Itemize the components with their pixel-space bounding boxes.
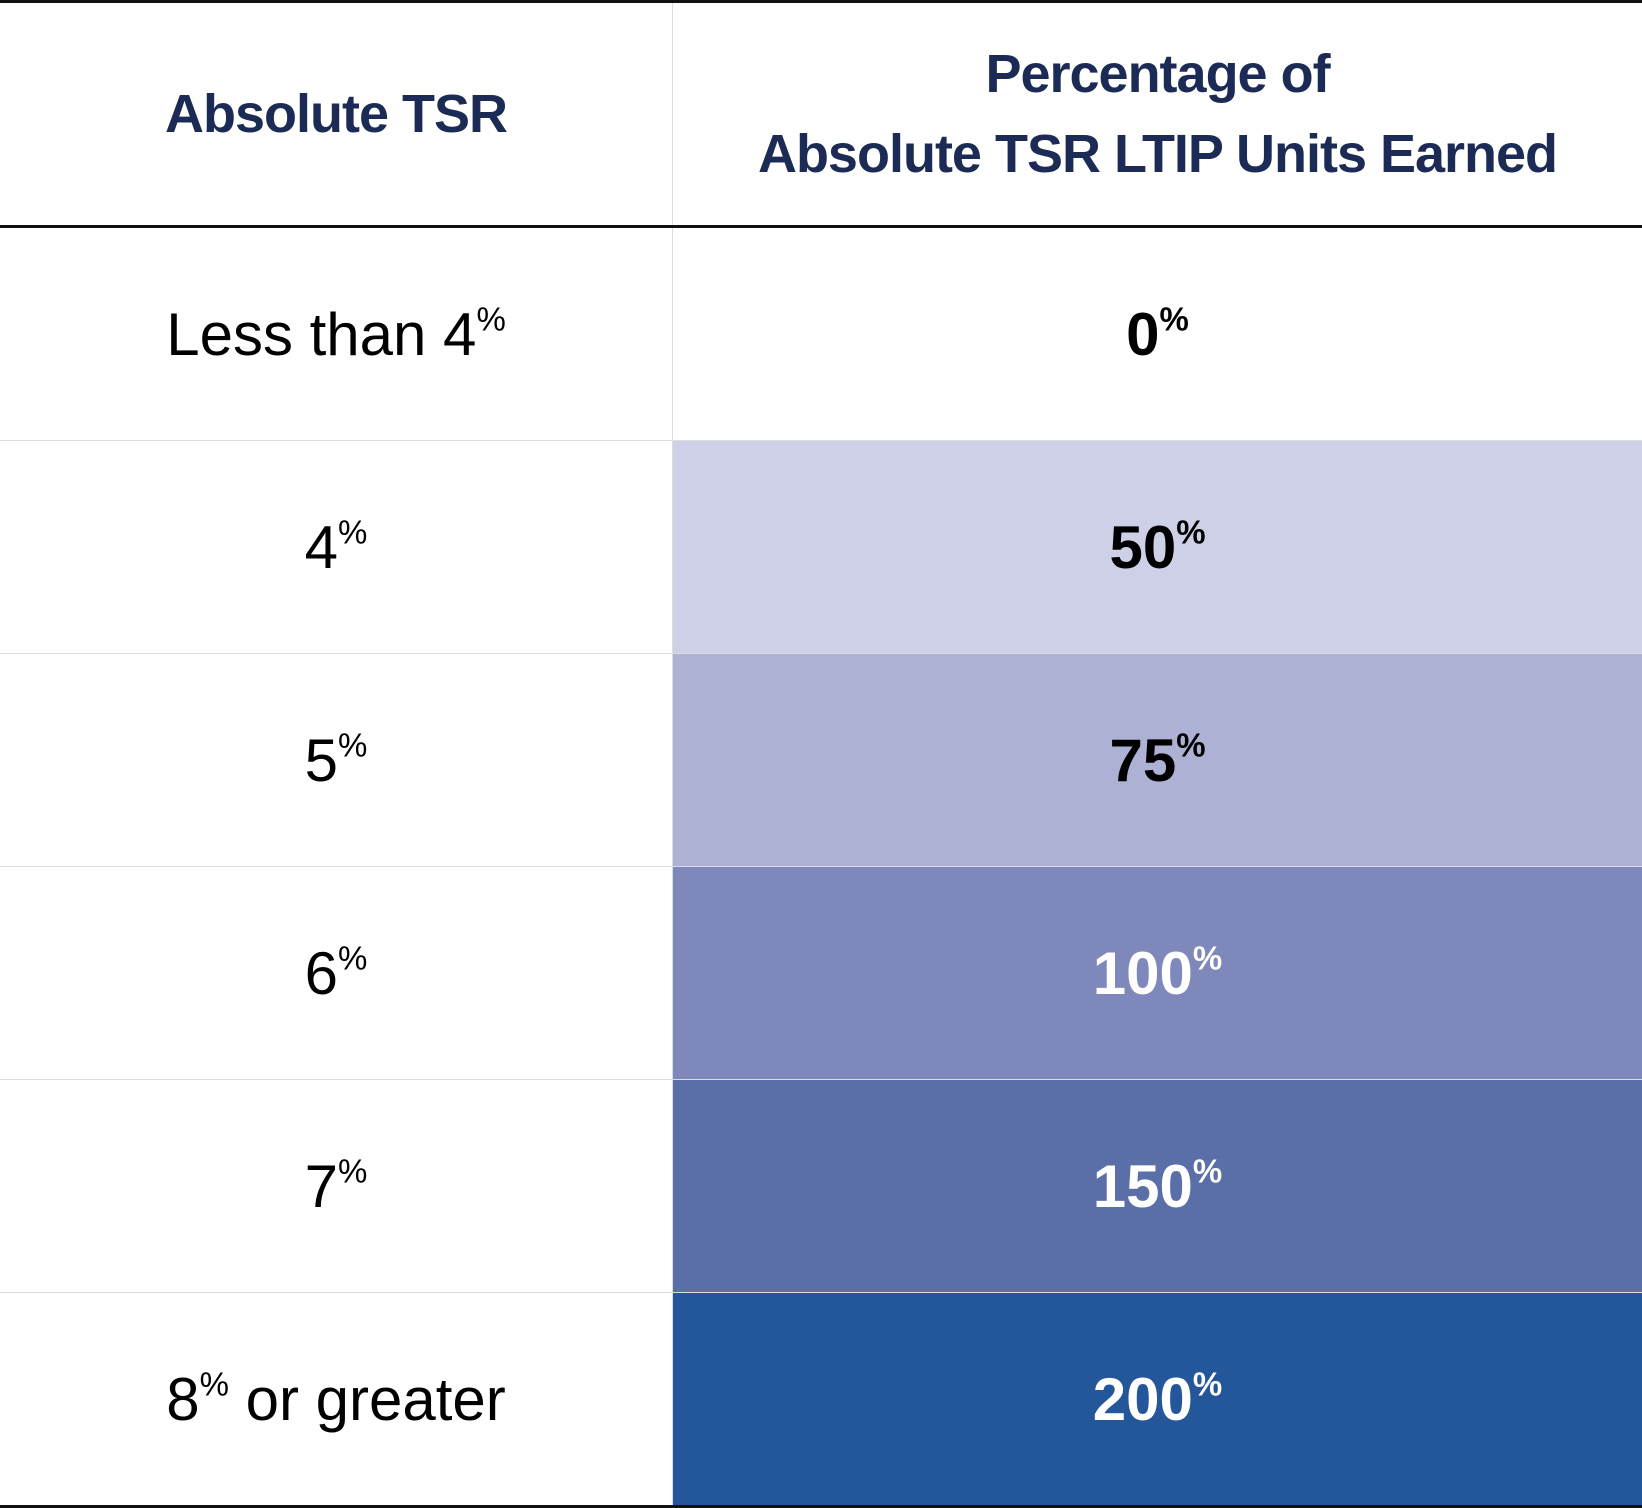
table-cell: 50% xyxy=(672,440,1642,654)
cell-text: 50 xyxy=(1109,513,1177,581)
table-row: 8% or greater 200% xyxy=(0,1292,1642,1507)
unit: % xyxy=(338,512,368,550)
table-row: 5% 75% xyxy=(0,653,1642,867)
header-line: Percentage of xyxy=(985,44,1330,104)
header-line: Absolute TSR LTIP Units Earned xyxy=(757,124,1558,184)
table-cell: 75% xyxy=(672,653,1642,867)
cell-text: 150 xyxy=(1092,1152,1193,1220)
cell-text: or greater xyxy=(228,1365,506,1433)
table-cell: 8% or greater xyxy=(0,1292,673,1507)
cell-text: 6 xyxy=(304,939,339,1007)
table-cell: Less than 4% xyxy=(0,226,673,441)
cell-text: 7 xyxy=(304,1152,339,1220)
header-row: Absolute TSR Percentage of Absolute TSR … xyxy=(0,1,1642,227)
table-cell: 6% xyxy=(0,866,673,1080)
unit: % xyxy=(199,1364,229,1402)
cell-text: Less than 4 xyxy=(166,300,477,368)
table-header: Absolute TSR Percentage of Absolute TSR … xyxy=(0,1,1642,227)
table-body: Less than 4% 0% 4% 50% 5% 75% 6% 100% 7% 150% 8% o… xyxy=(0,226,1642,1507)
header-cell: Absolute TSR xyxy=(0,1,673,227)
unit: % xyxy=(1176,725,1206,763)
table-row: 7% 150% xyxy=(0,1079,1642,1293)
cell-text: 100 xyxy=(1092,939,1193,1007)
cell-text: 4 xyxy=(304,513,339,581)
unit: % xyxy=(1192,1151,1223,1189)
table-row: 6% 100% xyxy=(0,866,1642,1080)
unit: % xyxy=(1159,299,1189,337)
unit: % xyxy=(338,725,368,763)
unit: % xyxy=(1176,512,1206,550)
table-cell: 200% xyxy=(672,1292,1642,1507)
unit: % xyxy=(338,938,368,976)
table-cell: 5% xyxy=(0,653,673,867)
table-cell: 100% xyxy=(672,866,1642,1080)
cell-text: 8 xyxy=(166,1365,200,1433)
table-cell: 150% xyxy=(672,1079,1642,1293)
cell-text: 0 xyxy=(1126,300,1160,368)
table-row: Less than 4% 0% xyxy=(0,226,1642,441)
unit: % xyxy=(1192,938,1223,976)
table-cell: 7% xyxy=(0,1079,673,1293)
table-cell: 0% xyxy=(672,226,1642,441)
unit: % xyxy=(1192,1364,1223,1402)
unit: % xyxy=(338,1151,368,1189)
table-row: 4% 50% xyxy=(0,440,1642,654)
cell-text: 200 xyxy=(1092,1365,1193,1433)
cell-text: 5 xyxy=(304,726,339,794)
unit: % xyxy=(476,299,506,337)
cell-text: 75 xyxy=(1109,726,1177,794)
header-cell: Percentage of Absolute TSR LTIP Units Ea… xyxy=(673,2,1642,227)
table-cell: 4% xyxy=(0,440,673,654)
